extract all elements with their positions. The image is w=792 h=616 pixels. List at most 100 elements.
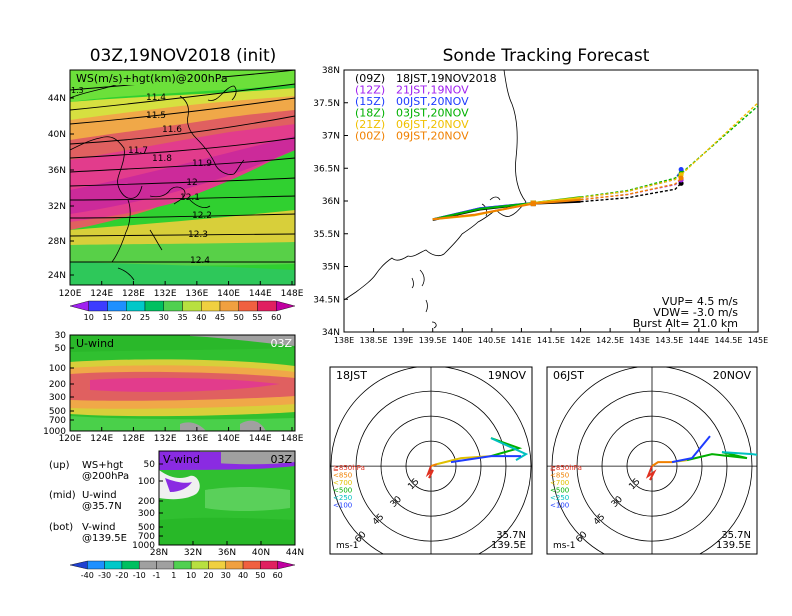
track-burst-point	[678, 167, 684, 173]
vwind-time: 03Z	[270, 453, 292, 466]
ws-colorbar-cell	[182, 300, 202, 312]
legend-key: (bot)	[49, 522, 73, 533]
wind-colorbar-label: 60	[273, 571, 283, 580]
ws-colorbar-label: 50	[234, 313, 244, 322]
wind-colorbar-cell	[208, 560, 226, 570]
legend-value: V-wind	[82, 522, 116, 533]
track-lon-tick-label: 140.5E	[478, 336, 506, 345]
map-lat-tick-label: 40N	[48, 130, 66, 140]
ws-colorbar-label: 10	[84, 313, 94, 322]
ws-colorbar-cell	[257, 300, 277, 312]
vwind-lat-tick-label: 36N	[218, 548, 236, 558]
vwind-p-tick-label: 500	[138, 523, 155, 533]
wind-colorbar-cell	[225, 560, 244, 570]
map-corner-value: 1.3	[71, 86, 84, 95]
wind-colorbar-label: -20	[115, 571, 128, 580]
hodograph-level-label: <850	[333, 472, 352, 480]
wind-colorbar-label: 40	[238, 571, 248, 580]
legend-key: (mid)	[49, 490, 76, 501]
vup-text: VUP= 4.5 m/s	[662, 295, 738, 308]
track-legend-zulu: (18Z)	[355, 107, 385, 120]
ws-colorbar-cell	[126, 300, 146, 312]
ws-colorbar-label: 45	[215, 313, 225, 322]
hodograph-level-label: <700	[550, 479, 569, 487]
wind-colorbar-cell	[277, 560, 296, 570]
map-lat-tick-label: 36N	[48, 166, 66, 176]
contour-label: 11.4	[146, 93, 166, 103]
map-lat-tick-label: 24N	[48, 271, 66, 281]
vwind-lat-tick-label: 32N	[184, 548, 202, 558]
ws-colorbar-label: 20	[121, 313, 131, 322]
contour-label: 12.4	[190, 256, 210, 266]
wind-colorbar-cell	[173, 560, 192, 570]
wind-colorbar-label: -1	[153, 571, 161, 580]
hodograph-date: 20NOV	[713, 369, 752, 382]
uwind-lon-tick-label: 120E	[59, 434, 82, 444]
ws-colorbar-cell	[144, 300, 164, 312]
vwind-p-tick-label: 700	[138, 532, 155, 542]
hodograph-level-label: <850	[550, 472, 569, 480]
map-field-label: WS(m/s)+hgt(km)@200hPa	[76, 72, 228, 85]
map-lat-tick-label: 44N	[48, 94, 66, 104]
hodograph-level-label: <250	[333, 494, 352, 502]
legend-value: U-wind	[82, 490, 117, 501]
ws-colorbar-cell	[219, 300, 239, 312]
uwind-lon-tick-label: 136E	[185, 434, 208, 444]
hodograph-lon: 139.5E	[716, 540, 751, 551]
hodograph-trace	[721, 451, 757, 456]
track-lat-tick-label: 37N	[322, 132, 340, 142]
map-lat-tick-label: 28N	[48, 237, 66, 247]
ws-colorbar-label: 35	[177, 313, 187, 322]
uwind-lon-tick-label: 148E	[281, 434, 304, 444]
uwind-p-tick-label: 100	[49, 364, 66, 374]
vwind-p-tick-label: 1000	[132, 541, 155, 551]
map-lon-tick-label: 144E	[249, 289, 272, 299]
track-line-dashed	[580, 102, 758, 199]
contour-labels: 11.4 11.5 11.6 11.7 11.8 11.9 12 12.1 12.2 12.3 12…	[128, 93, 212, 266]
track-lon-tick-label: 142.5E	[596, 336, 624, 345]
ws-map-frame	[69, 69, 296, 286]
uwind-p-tick-label: 300	[49, 393, 66, 403]
track-lat-tick-label: 37.5N	[313, 99, 340, 109]
legend-value: @139.5E	[82, 533, 127, 544]
contour-label: 11.7	[128, 146, 148, 156]
contour-label: 12	[186, 178, 197, 188]
wind-colorbar-cell	[104, 560, 123, 570]
hodograph-level-label: <100	[550, 502, 569, 510]
track-line-solid	[432, 198, 581, 221]
ws-colorbar-label: 60	[271, 313, 281, 322]
hodograph-lat: 35.7N	[496, 530, 526, 541]
track-lon-tick-label: 143.5E	[655, 336, 683, 345]
hodograph-lon: 139.5E	[491, 540, 526, 551]
hodograph-level-label: <500	[550, 487, 569, 495]
wind-colorbar-label: 50	[255, 571, 265, 580]
hodograph-trace	[686, 451, 748, 462]
contour-label: 11.5	[146, 111, 166, 121]
hodograph-trace	[671, 435, 711, 464]
hodograph-level-label: <100	[333, 502, 352, 510]
track-lon-tick-label: 141.5E	[537, 336, 565, 345]
track-lat-tick-label: 36.5N	[313, 164, 340, 174]
track-lat-tick-label: 36N	[322, 197, 340, 207]
track-mark	[530, 201, 536, 207]
track-lat-tick-label: 34N	[322, 328, 340, 338]
track-lon-tick-label: 144E	[689, 336, 709, 345]
left-title: 03Z,19NOV2018 (init)	[90, 46, 277, 66]
hodograph-level-label: <250	[550, 494, 569, 502]
hodograph-level-label: ≧850hPa	[550, 464, 582, 472]
track-line-dashed	[580, 177, 682, 201]
hodograph-level-label: <700	[333, 479, 352, 487]
track-lon-tick-label: 139.5E	[419, 336, 447, 345]
uwind-lon-tick-label: 128E	[122, 434, 145, 444]
track-lon-tick-label: 139E	[393, 336, 413, 345]
ws-colorbar-label: 40	[196, 313, 206, 322]
legend-value: WS+hgt	[82, 460, 123, 471]
hodograph-trace	[645, 465, 657, 481]
contour-label: 12.1	[180, 193, 200, 203]
wind-colorbar-cell	[190, 560, 209, 570]
wind-colorbar-cell	[121, 560, 140, 570]
hodograph-trace	[450, 455, 521, 464]
